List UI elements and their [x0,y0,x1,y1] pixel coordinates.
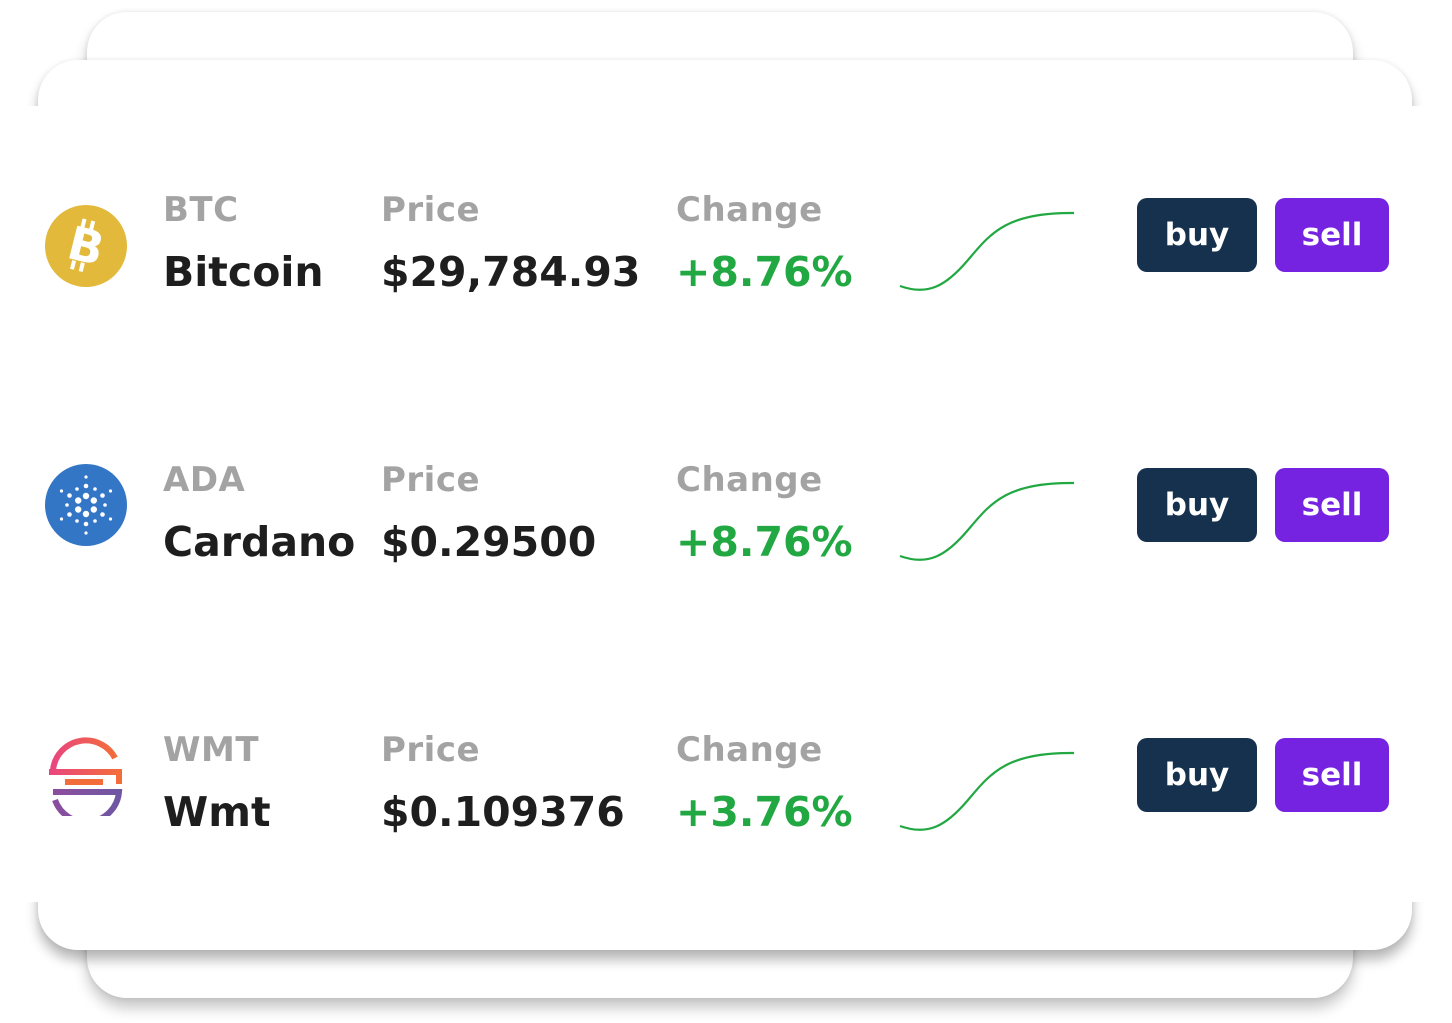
asset-row-btc: B BTC Bitcoin Price $29,784.93 Change +8… [0,180,1452,320]
change-value: +3.76% [676,788,853,836]
sell-button[interactable]: sell [1275,198,1389,272]
asset-ticker: BTC [163,190,239,230]
price-label: Price [381,190,481,230]
asset-row-ada: ADA Cardano Price $0.29500 Change +8.76%… [0,450,1452,590]
price-value: $0.109376 [381,788,625,836]
asset-ticker: WMT [163,730,260,770]
sell-button[interactable]: sell [1275,738,1389,812]
bitcoin-logo-icon: B [45,205,127,287]
asset-name: Cardano [163,518,356,566]
change-label: Change [676,730,823,770]
asset-name: Wmt [163,788,271,836]
trend-sparkline [899,211,1075,291]
price-value: $29,784.93 [381,248,641,296]
asset-name: Bitcoin [163,248,324,296]
change-value: +8.76% [676,248,853,296]
wmt-logo-icon [49,737,123,816]
trend-sparkline [899,751,1075,831]
asset-row-wmt: WMT Wmt Price $0.109376 Change +3.76% bu… [0,720,1452,860]
asset-ticker: ADA [163,460,246,500]
sell-button[interactable]: sell [1275,468,1389,542]
buy-button[interactable]: buy [1137,468,1257,542]
trend-sparkline [899,481,1075,561]
price-label: Price [381,730,481,770]
change-value: +8.76% [676,518,853,566]
change-label: Change [676,190,823,230]
buy-button[interactable]: buy [1137,198,1257,272]
change-label: Change [676,460,823,500]
cardano-logo-icon [45,464,127,546]
buy-button[interactable]: buy [1137,738,1257,812]
price-label: Price [381,460,481,500]
price-value: $0.29500 [381,518,597,566]
